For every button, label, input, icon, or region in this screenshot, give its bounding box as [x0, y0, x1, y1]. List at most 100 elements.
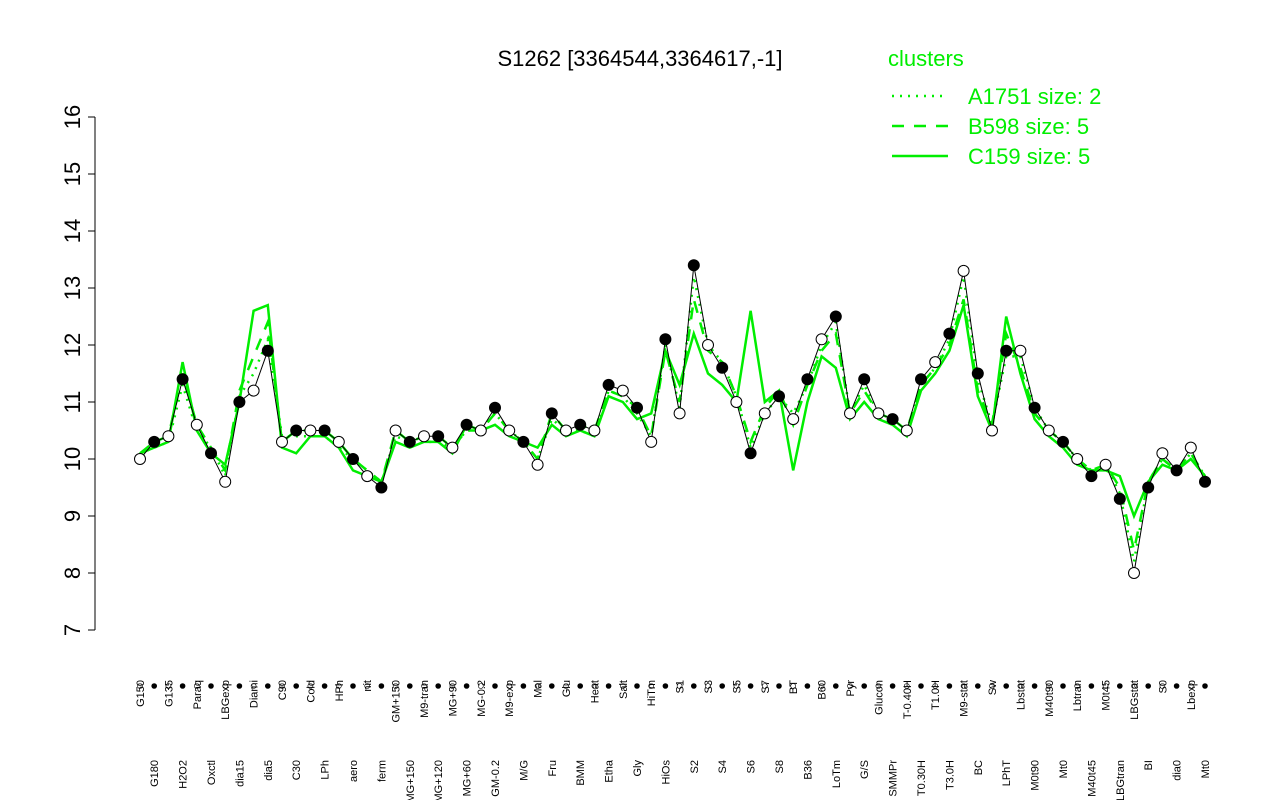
data-point: [503, 424, 516, 437]
data-point: [1057, 435, 1069, 448]
x-category-dot: [974, 683, 981, 689]
data-point: [1113, 492, 1126, 505]
y-tick-label: 10: [60, 447, 85, 471]
x-category-dot: [1159, 683, 1166, 689]
x-category-dot: [1046, 683, 1052, 689]
x-tick-label: M40t45: [1086, 760, 1098, 797]
data-point: [531, 458, 544, 471]
x-tick-label: S8: [774, 760, 786, 773]
data-point: [1128, 567, 1140, 579]
data-point: [815, 333, 828, 346]
x-tick-label: Glu: [561, 680, 573, 697]
x-tick-label: dia0: [1172, 760, 1184, 781]
x-tick-label: C90: [277, 680, 289, 700]
data-point: [943, 327, 956, 340]
x-category-dot: [208, 683, 214, 689]
x-category-dot: [264, 683, 271, 689]
data-point: [1170, 464, 1183, 477]
x-category-dot: [790, 683, 797, 689]
x-tick-label: MG+120: [433, 760, 445, 800]
x-category-dot: [1117, 683, 1123, 689]
x-tick-label: Fru: [547, 760, 559, 777]
data-point: [588, 424, 601, 437]
x-category-dot: [307, 683, 314, 689]
data-point: [290, 424, 303, 437]
data-point: [929, 356, 942, 369]
x-tick-label: Pyr: [845, 680, 857, 697]
data-point: [418, 430, 430, 443]
x-tick-label: LBGexp: [220, 680, 232, 720]
data-point: [134, 453, 146, 465]
legend-label: C159 size: 5: [968, 144, 1090, 169]
x-tick-label: B36: [802, 760, 814, 780]
data-point: [1156, 447, 1169, 460]
data-point: [205, 447, 217, 460]
x-category-dot: [477, 683, 484, 689]
x-tick-label: B60: [817, 680, 829, 700]
x-category-dot: [761, 683, 768, 689]
x-category-dot: [747, 683, 754, 689]
x-tick-label: BI: [1143, 760, 1155, 770]
x-category-dot: [1173, 683, 1180, 689]
x-tick-label: GM+150: [391, 680, 403, 723]
x-category-dot: [179, 683, 186, 689]
y-tick-label: 11: [60, 391, 85, 414]
data-point: [801, 373, 814, 386]
data-point: [971, 367, 984, 380]
data-point: [900, 424, 913, 437]
x-tick-label: Mal: [533, 680, 545, 698]
x-category-dot: [591, 683, 598, 689]
cluster-line: [139, 303, 1206, 520]
data-point: [219, 475, 232, 488]
x-tick-label: Diami: [249, 680, 261, 708]
data-point: [659, 333, 672, 346]
x-tick-label: nit: [362, 680, 374, 692]
x-category-dot: [918, 683, 924, 689]
x-category-dot: [818, 683, 825, 689]
x-tick-label: LoTm: [831, 760, 843, 788]
x-category-dot: [406, 683, 413, 689]
x-tick-label: S7: [760, 680, 772, 693]
x-category-dot: [1188, 683, 1194, 689]
data-point: [176, 373, 189, 386]
data-point: [872, 407, 885, 420]
x-category-dot: [1202, 683, 1208, 689]
data-point: [844, 407, 856, 420]
x-category-dot: [1003, 683, 1010, 689]
data-point: [702, 339, 714, 351]
x-category-dot: [989, 683, 995, 689]
x-category-dot: [1131, 683, 1137, 689]
x-tick-label: S3: [703, 680, 715, 693]
data-point: [773, 390, 785, 403]
x-tick-label: Oxctl: [206, 760, 218, 785]
data-point: [361, 470, 374, 483]
data-point: [645, 435, 658, 448]
data-point: [446, 441, 459, 454]
x-category-dot: [960, 683, 967, 689]
x-category-dot: [151, 683, 157, 689]
data-point: [886, 413, 899, 426]
x-tick-label: Lbexp: [1186, 680, 1198, 710]
x-tick-label: M0t90: [1030, 760, 1042, 791]
x-category-dot: [861, 683, 868, 689]
chart-title: S1262 [3364544,3364617,-1]: [497, 46, 782, 71]
data-point: [1028, 401, 1041, 414]
x-category-dot: [321, 683, 328, 689]
y-tick-label: 13: [60, 276, 85, 300]
data-point: [403, 435, 416, 448]
x-tick-label: H2O2: [178, 760, 190, 789]
x-tick-label: Paraq: [192, 680, 204, 709]
y-tick-label: 14: [60, 219, 85, 243]
x-tick-label: Gly: [632, 760, 644, 777]
data-point: [829, 310, 842, 323]
data-point: [1099, 458, 1112, 471]
data-point: [730, 396, 743, 408]
data-point: [858, 373, 871, 386]
x-tick-label: HPh: [334, 680, 346, 701]
data-point: [616, 384, 629, 397]
data-point: [1000, 344, 1013, 357]
data-point: [758, 407, 771, 420]
data-point: [517, 435, 530, 448]
x-tick-label: Mt0: [1200, 760, 1212, 778]
